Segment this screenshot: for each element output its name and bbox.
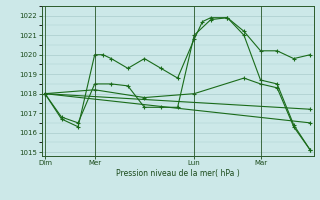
X-axis label: Pression niveau de la mer( hPa ): Pression niveau de la mer( hPa ) (116, 169, 239, 178)
